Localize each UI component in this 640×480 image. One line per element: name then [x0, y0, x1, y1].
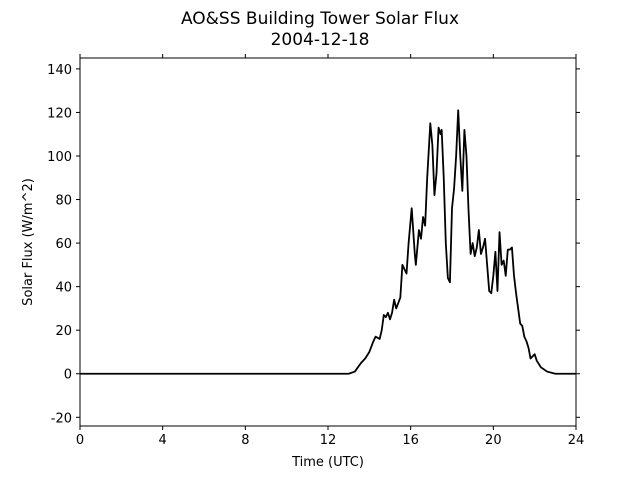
chart-title: AO&SS Building Tower Solar Flux — [181, 9, 459, 29]
chart-subtitle: 2004-12-18 — [271, 30, 370, 50]
y-tick-label: 120 — [47, 106, 72, 121]
y-axis-label: Solar Flux (W/m^2) — [21, 178, 36, 306]
y-tick-label: 80 — [55, 194, 72, 209]
y-tick-label: -20 — [51, 411, 72, 426]
x-tick-label: 20 — [485, 433, 502, 448]
y-tick-label: 100 — [47, 150, 72, 165]
plot-frame — [79, 57, 577, 427]
y-tick-label: 40 — [55, 281, 72, 296]
y-tick-label: 0 — [64, 368, 72, 383]
x-tick-label: 12 — [320, 433, 337, 448]
x-tick-label: 8 — [241, 433, 249, 448]
y-tick-label: 140 — [47, 63, 72, 78]
x-tick-label: 16 — [402, 433, 419, 448]
x-tick-label: 4 — [159, 433, 167, 448]
x-tick-label: 24 — [568, 433, 585, 448]
y-tick-label: 60 — [55, 237, 72, 252]
x-axis-label: Time (UTC) — [291, 455, 364, 470]
data-line — [80, 109, 576, 375]
y-tick-label: 20 — [55, 324, 72, 339]
x-tick-label: 0 — [76, 433, 84, 448]
